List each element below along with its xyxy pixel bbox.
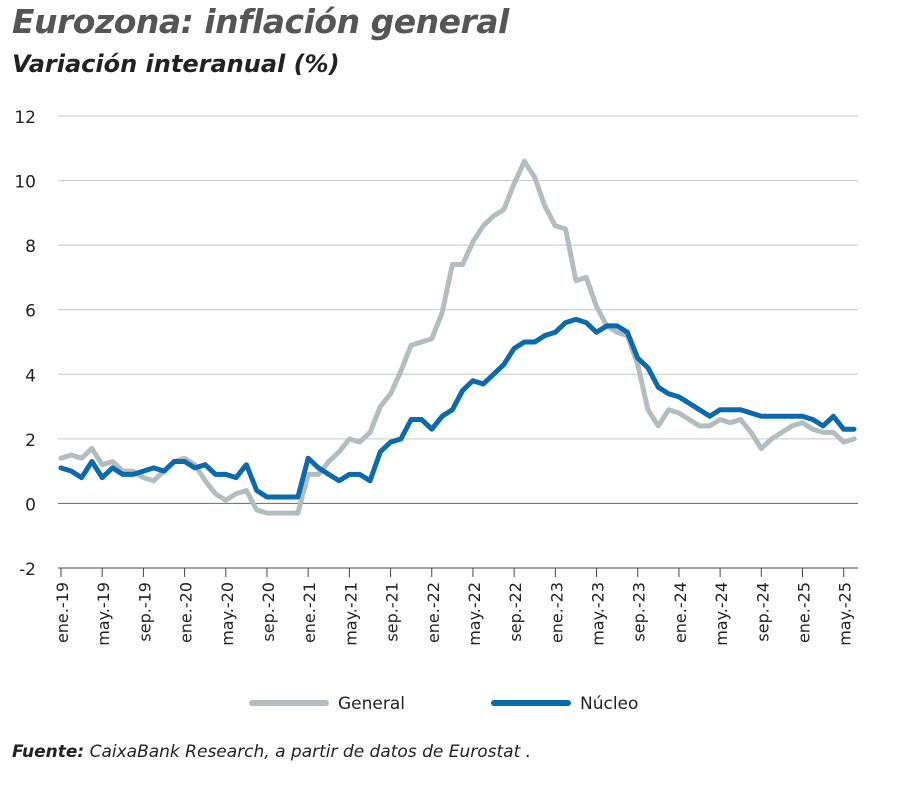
source-label: Fuente: xyxy=(12,742,85,762)
series-general-line xyxy=(58,158,857,516)
legend: General Núcleo xyxy=(249,694,638,714)
x-tick-label: ene.-22 xyxy=(424,582,443,643)
x-tick-label: may.-25 xyxy=(836,582,855,646)
y-tick-label: -2 xyxy=(19,560,36,580)
chart-title: Eurozona: inflación general xyxy=(12,2,509,41)
y-tick-label: 10 xyxy=(14,173,36,193)
x-tick-label: ene.-21 xyxy=(300,582,319,643)
y-axis: -2 0 2 4 6 8 10 12 xyxy=(14,108,36,580)
x-tick-label: ene.-19 xyxy=(53,582,72,643)
x-tick-label: sep.-20 xyxy=(259,582,278,642)
gridlines xyxy=(58,115,858,440)
series-nucleo-line xyxy=(58,316,857,500)
y-tick-label: 12 xyxy=(14,108,36,128)
x-tick-label: may.-21 xyxy=(341,582,360,646)
x-tick-label: ene.-25 xyxy=(795,582,814,643)
x-tick-label: sep.-22 xyxy=(506,582,525,642)
legend-nucleo-label: Núcleo xyxy=(580,694,638,714)
x-tick-label: ene.-20 xyxy=(177,582,196,643)
y-tick-label: 8 xyxy=(25,237,36,257)
source-text: CaixaBank Research, a partir de datos de… xyxy=(84,742,532,762)
x-tick-label: ene.-24 xyxy=(671,582,690,643)
source-note: Fuente: CaixaBank Research, a partir de … xyxy=(12,742,531,762)
series-lines xyxy=(58,158,857,516)
legend-general-label: General xyxy=(338,694,405,714)
x-tick-label: sep.-21 xyxy=(383,582,402,642)
y-tick-label: 2 xyxy=(25,431,36,451)
x-tick-label: may.-22 xyxy=(465,582,484,646)
y-tick-label: 4 xyxy=(25,366,36,386)
x-tick-label: sep.-24 xyxy=(753,582,772,642)
x-tick-label: sep.-23 xyxy=(630,582,649,642)
x-axis: ene.-19 may.-19 sep.-19 ene.-20 may.-20 sep.-… xyxy=(53,502,858,646)
x-tick-label: may.-20 xyxy=(218,582,237,646)
x-tick-label: may.-19 xyxy=(94,582,113,646)
x-tick-label: ene.-23 xyxy=(547,582,566,643)
x-tick-label: sep.-19 xyxy=(135,582,154,642)
chart-subtitle: Variación interanual (%) xyxy=(12,50,340,78)
y-tick-label: 0 xyxy=(25,495,36,515)
x-tick-label: may.-24 xyxy=(712,582,731,646)
x-tick-label: may.-23 xyxy=(589,582,608,646)
y-tick-label: 6 xyxy=(25,302,36,322)
